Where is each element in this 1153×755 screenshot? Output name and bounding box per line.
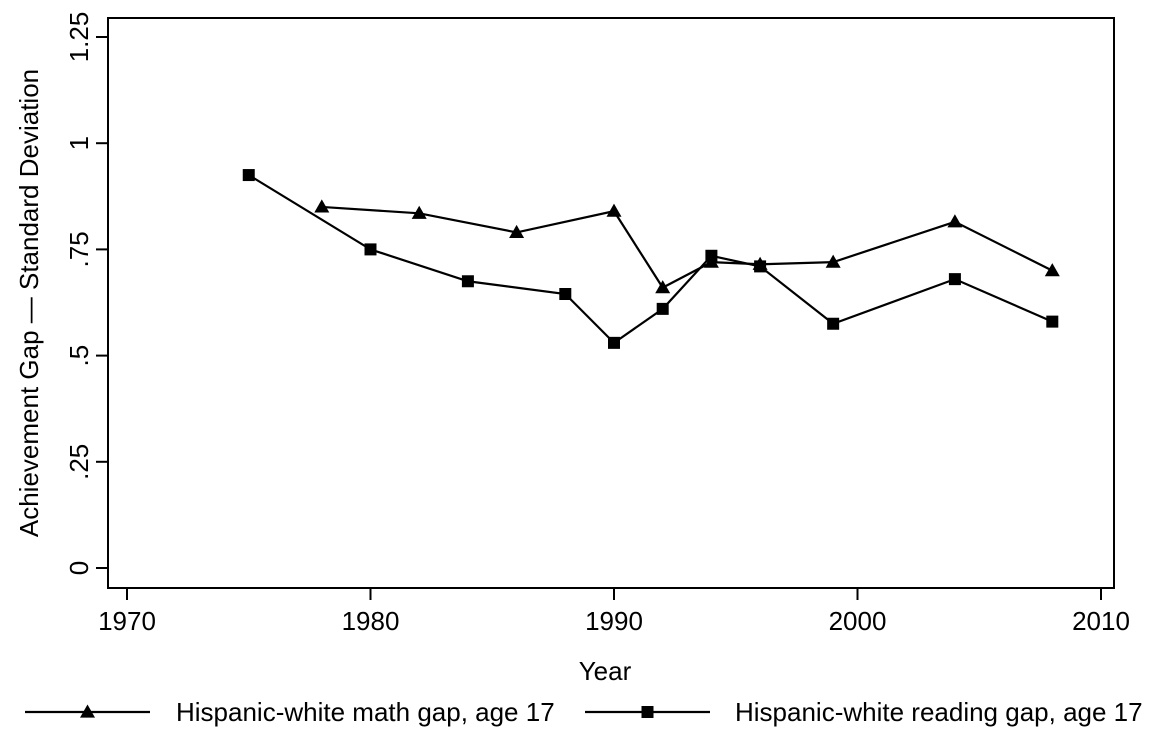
legend-marker [641, 706, 654, 718]
data-point [827, 317, 840, 330]
data-point [947, 214, 963, 228]
y-tick-label: .75 [64, 231, 94, 267]
series-reading [242, 169, 1059, 349]
y-tick-label: .5 [64, 345, 94, 367]
y-tick-label: 1.25 [64, 12, 94, 63]
data-point [411, 205, 427, 219]
data-point [754, 260, 767, 273]
y-axis: 0 .25 .5 .75 1 1.25 [64, 12, 108, 575]
x-axis: 1970 1980 1990 2000 2010 [98, 588, 1130, 636]
plot-frame [107, 17, 1115, 589]
series-line [248, 174, 1053, 345]
data-point [242, 169, 255, 182]
y-tick-label: .25 [64, 444, 94, 480]
x-tick-label: 1970 [98, 606, 156, 636]
x-tick-label: 1980 [342, 606, 400, 636]
data-point [705, 249, 718, 262]
x-tick-label: 2000 [829, 606, 887, 636]
data-point [656, 302, 669, 315]
data-point [1046, 315, 1059, 328]
data-point [314, 199, 330, 213]
data-point [509, 224, 525, 239]
x-axis-label: Year [579, 656, 632, 686]
x-tick-label: 2010 [1072, 606, 1130, 636]
y-axis-label: Achievement Gap — Standard Deviation [14, 69, 44, 537]
data-point [1044, 263, 1060, 277]
data-point [948, 273, 961, 286]
y-tick-label: 1 [64, 136, 94, 150]
data-point [655, 280, 671, 294]
data-point [559, 288, 572, 301]
legend-item: Hispanic-white reading gap, age 17 [585, 697, 1143, 727]
series-line [321, 205, 1053, 290]
data-point [825, 254, 841, 268]
series-math [314, 199, 1060, 294]
data-point [461, 275, 474, 288]
legend: Hispanic-white math gap, age 17 Hispanic-… [25, 697, 1143, 727]
legend-marker [80, 704, 95, 718]
legend-label: Hispanic-white reading gap, age 17 [735, 697, 1143, 727]
legend-item: Hispanic-white math gap, age 17 [25, 697, 555, 727]
y-tick-label: 0 [64, 561, 94, 575]
data-point [364, 243, 377, 256]
data-point [606, 203, 622, 217]
series-layer [242, 169, 1060, 349]
legend-label: Hispanic-white math gap, age 17 [176, 697, 555, 727]
x-tick-label: 1990 [585, 606, 643, 636]
data-point [608, 336, 620, 349]
